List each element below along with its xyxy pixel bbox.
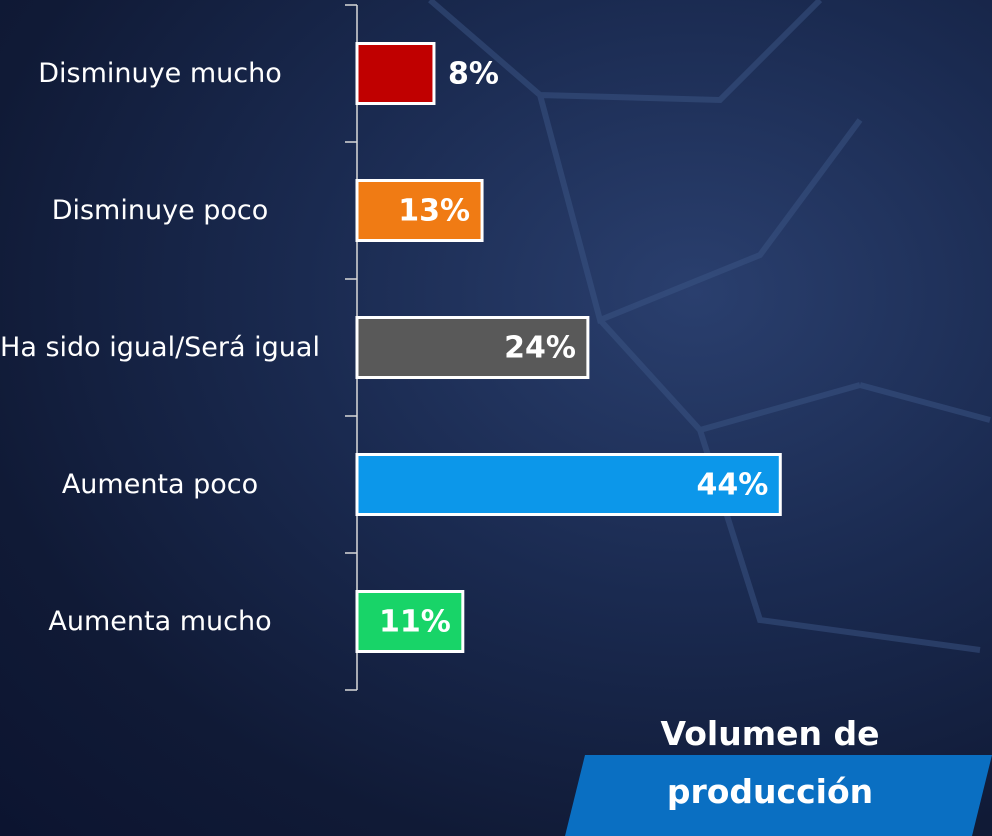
value-label: 44%	[696, 467, 769, 502]
category-label: Ha sido igual/Será igual	[0, 331, 320, 363]
category-label: Disminuye poco	[51, 194, 269, 226]
value-label: 8%	[447, 56, 499, 91]
value-label: 24%	[504, 330, 576, 365]
value-label: 11%	[379, 604, 451, 639]
category-label: Disminuye mucho	[38, 57, 282, 89]
bar	[355, 590, 465, 653]
bar	[355, 42, 436, 105]
bar	[355, 453, 782, 516]
value-label: 13%	[398, 193, 471, 228]
background-decoration	[428, 0, 991, 653]
category-label: Aumenta mucho	[48, 605, 272, 637]
bar	[355, 179, 484, 242]
category-label: Aumenta poco	[61, 468, 259, 500]
bar	[355, 316, 590, 379]
title-box	[565, 755, 992, 836]
chart-title: Volumen de producción	[660, 714, 880, 811]
